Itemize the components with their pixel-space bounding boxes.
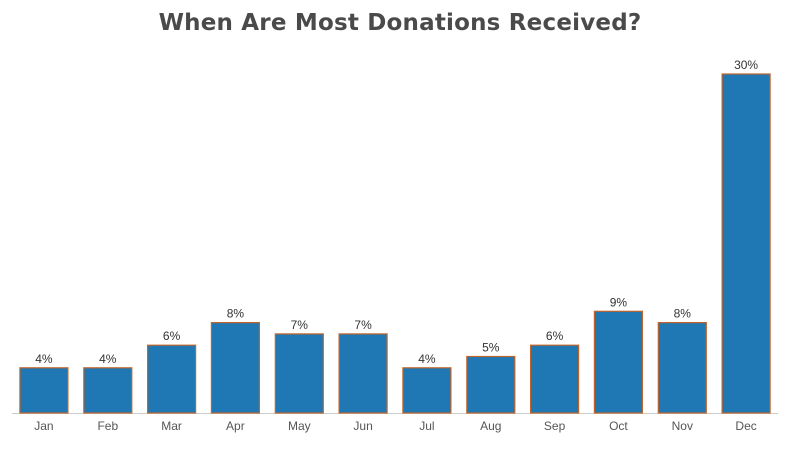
bar-sep — [529, 344, 580, 414]
tick-label-dec: Dec — [735, 419, 756, 433]
bar-feb — [83, 367, 133, 414]
bar-dec — [721, 73, 771, 414]
data-label-sep: 6% — [546, 329, 564, 343]
data-label-nov: 8% — [674, 307, 692, 321]
data-label-aug: 5% — [482, 341, 500, 355]
tick-label-sep: Sep — [544, 419, 566, 433]
bar-may — [274, 333, 324, 414]
tick-label-oct: Oct — [609, 419, 628, 433]
bar-apr — [210, 322, 260, 414]
tick-label-may: May — [288, 419, 311, 433]
data-label-mar: 6% — [163, 329, 181, 343]
data-label-jan: 4% — [35, 352, 53, 366]
data-label-jul: 4% — [418, 352, 436, 366]
data-label-may: 7% — [291, 318, 309, 332]
tick-label-jul: Jul — [419, 419, 434, 433]
tick-labels-group: Jan Feb Mar Apr May Jun Jul Aug Sep Oct Nov Dec — [34, 419, 757, 433]
data-label-feb: 4% — [99, 352, 117, 366]
bars-group — [19, 73, 771, 414]
bar-jun — [338, 333, 388, 414]
data-label-oct: 9% — [610, 295, 628, 309]
chart-title: When Are Most Donations Received? — [158, 10, 642, 36]
tick-label-feb: Feb — [97, 419, 118, 433]
tick-label-nov: Nov — [672, 419, 693, 433]
bar-jan — [19, 367, 69, 414]
data-labels-group: 4% 4% 6% 8% 7% 7% 4% 5% 6% 9% 8% 30% — [35, 58, 758, 366]
tick-label-jan: Jan — [34, 419, 53, 433]
tick-label-apr: Apr — [226, 419, 245, 433]
tick-label-aug: Aug — [480, 419, 501, 433]
bar-jul — [402, 367, 452, 414]
data-label-jun: 7% — [354, 318, 372, 332]
tick-label-mar: Mar — [161, 419, 182, 433]
tick-label-jun: Jun — [353, 419, 372, 433]
bar-aug — [466, 355, 516, 414]
data-label-dec: 30% — [734, 58, 758, 72]
bar-mar — [147, 344, 197, 414]
bar-nov — [657, 322, 707, 414]
data-label-apr: 8% — [227, 307, 245, 321]
bar-oct — [593, 310, 644, 414]
